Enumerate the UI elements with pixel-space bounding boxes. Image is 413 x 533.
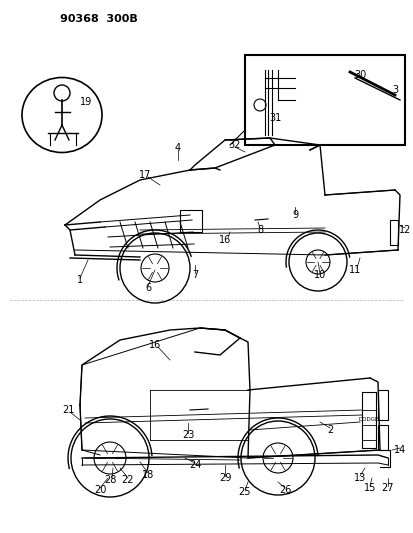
Text: 12: 12 <box>398 225 410 235</box>
Text: 11: 11 <box>348 265 360 275</box>
Text: DODGE: DODGE <box>358 417 378 423</box>
Text: 32: 32 <box>228 140 241 150</box>
Text: 15: 15 <box>363 483 375 493</box>
Text: 25: 25 <box>238 487 251 497</box>
Bar <box>389 220 397 245</box>
Text: 22: 22 <box>121 475 134 485</box>
Text: 7: 7 <box>191 270 198 280</box>
Text: 9: 9 <box>291 210 297 220</box>
Text: 14: 14 <box>393 445 405 455</box>
Text: 13: 13 <box>353 473 365 483</box>
Text: 17: 17 <box>138 170 151 180</box>
Text: 19: 19 <box>80 97 92 107</box>
Text: 23: 23 <box>181 430 194 440</box>
Bar <box>377 390 387 420</box>
Text: 1: 1 <box>77 275 83 285</box>
Text: 2: 2 <box>326 425 332 435</box>
Text: 26: 26 <box>278 485 290 495</box>
Text: 8: 8 <box>256 225 262 235</box>
Text: 10: 10 <box>313 270 325 280</box>
Text: 30: 30 <box>353 70 365 80</box>
Text: 4: 4 <box>175 143 180 153</box>
Text: 18: 18 <box>142 470 154 480</box>
Text: 6: 6 <box>145 283 151 293</box>
Text: 27: 27 <box>381 483 393 493</box>
Text: 20: 20 <box>94 485 106 495</box>
Text: 28: 28 <box>104 475 116 485</box>
Text: 31: 31 <box>268 113 280 123</box>
Bar <box>377 425 387 450</box>
Bar <box>244 55 404 145</box>
Bar <box>180 210 202 232</box>
Text: 21: 21 <box>62 405 74 415</box>
Text: 3: 3 <box>391 85 397 95</box>
Text: 16: 16 <box>149 340 161 350</box>
Text: 29: 29 <box>218 473 230 483</box>
Text: 24: 24 <box>188 460 201 470</box>
Text: 16: 16 <box>218 235 230 245</box>
Text: 90368  300B: 90368 300B <box>60 14 138 24</box>
